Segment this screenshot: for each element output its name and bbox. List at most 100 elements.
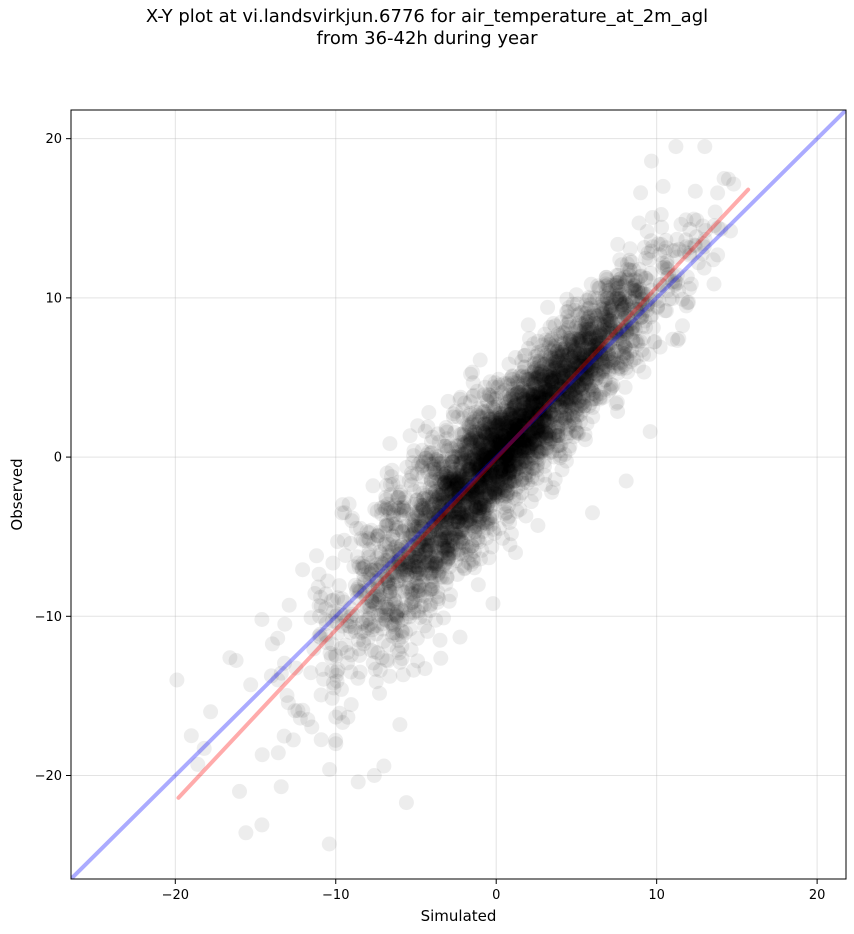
data-point (591, 368, 607, 384)
data-point (601, 361, 617, 377)
data-point (439, 514, 455, 530)
data-point (431, 472, 447, 487)
data-point (492, 412, 508, 428)
data-point (584, 391, 600, 407)
data-point (640, 245, 656, 261)
data-point (597, 309, 612, 325)
data-point (346, 559, 362, 575)
data-point (494, 455, 510, 471)
data-point (421, 503, 437, 519)
data-point (510, 417, 526, 433)
data-point (203, 704, 219, 720)
data-point (570, 307, 586, 323)
data-point (574, 337, 590, 353)
data-point (608, 323, 624, 339)
data-point (461, 417, 477, 433)
data-point (420, 419, 436, 435)
data-point (515, 395, 531, 411)
data-point (443, 504, 459, 520)
data-point (549, 398, 565, 414)
data-point (371, 592, 387, 608)
data-point (448, 490, 464, 506)
data-point (483, 467, 498, 483)
data-point (316, 671, 332, 687)
data-point (525, 448, 541, 463)
data-point (577, 327, 592, 343)
data-point (542, 362, 558, 378)
data-point (451, 489, 467, 505)
data-point (526, 460, 542, 476)
data-point (519, 392, 535, 408)
data-point (706, 218, 722, 234)
data-point (446, 462, 462, 478)
data-point (503, 436, 519, 452)
data-point (421, 453, 437, 469)
data-point (506, 424, 522, 440)
data-point (337, 548, 353, 563)
data-point (531, 405, 547, 421)
data-point (450, 489, 466, 505)
data-point (546, 431, 562, 447)
data-point (547, 472, 563, 487)
data-point (476, 499, 492, 515)
data-point (541, 428, 557, 444)
data-point (453, 473, 469, 489)
data-point (472, 458, 488, 474)
data-point (601, 335, 617, 351)
data-point (425, 429, 441, 445)
data-point (587, 337, 603, 353)
data-point (457, 446, 473, 462)
data-point (418, 565, 434, 581)
data-point (432, 511, 447, 527)
data-point (499, 399, 515, 415)
data-point (439, 511, 454, 527)
data-point (472, 459, 488, 475)
data-point (364, 593, 380, 609)
data-point (484, 478, 500, 494)
data-point (443, 543, 459, 559)
data-point (550, 326, 566, 342)
data-point (537, 373, 552, 389)
data-point (429, 504, 445, 520)
data-point (517, 407, 533, 423)
data-point (593, 336, 609, 352)
data-point (545, 390, 561, 406)
data-point (494, 471, 509, 487)
data-point (470, 448, 486, 464)
data-point (545, 386, 561, 402)
data-point (484, 516, 500, 532)
data-point (590, 337, 606, 353)
data-point (453, 459, 469, 475)
data-point (538, 430, 554, 446)
data-point (405, 455, 421, 471)
data-point (568, 360, 584, 376)
data-point (667, 242, 683, 258)
data-point (453, 455, 469, 471)
data-point (508, 397, 524, 413)
data-point (487, 405, 503, 421)
data-point (462, 467, 478, 482)
data-point (489, 423, 505, 439)
data-point (424, 581, 440, 597)
data-point (578, 318, 594, 334)
data-point (517, 347, 533, 363)
data-point (521, 340, 536, 356)
data-point (597, 278, 613, 294)
data-point (556, 410, 572, 426)
data-point (551, 392, 567, 408)
data-point (365, 655, 381, 671)
data-point (522, 409, 538, 425)
data-point (573, 351, 589, 367)
data-point (532, 430, 548, 446)
data-point (616, 310, 632, 326)
data-point (496, 432, 512, 448)
data-point (452, 464, 468, 480)
data-point (370, 582, 386, 598)
data-point (507, 387, 523, 403)
data-point (579, 361, 594, 377)
data-point (453, 389, 469, 405)
data-point (683, 276, 699, 292)
data-point (508, 421, 524, 437)
data-point (600, 317, 616, 333)
